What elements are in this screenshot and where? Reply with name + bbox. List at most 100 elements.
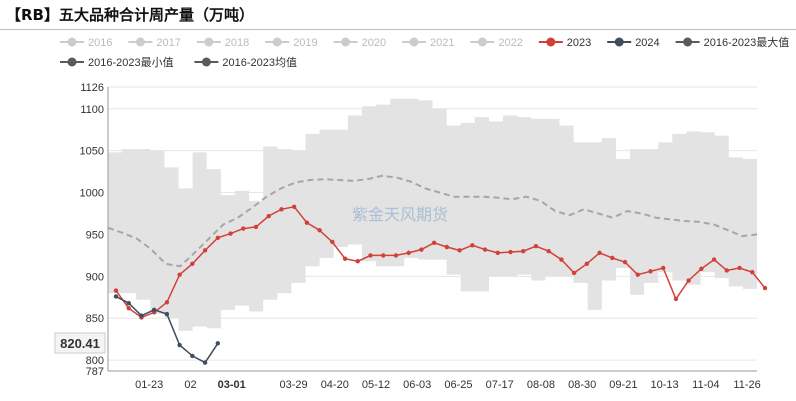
data-point-2023	[164, 300, 170, 305]
watermark-layer: 紫金天风期货	[352, 206, 448, 224]
legend-label: 2016	[88, 37, 112, 49]
data-point-2023	[584, 261, 590, 266]
series-line-2023	[115, 205, 766, 319]
data-point-2023	[368, 253, 373, 258]
legend-label: 2024	[635, 37, 659, 49]
legend-label: 2017	[156, 37, 180, 49]
band-area	[108, 98, 757, 331]
data-point-2023	[508, 249, 513, 255]
legend-label: 2021	[430, 37, 454, 49]
legend-swatch-marker	[614, 37, 624, 47]
x-tick-label: 02	[184, 379, 196, 391]
data-point-2023	[355, 259, 360, 264]
data-point-2023	[622, 259, 628, 265]
data-point-2023	[419, 247, 424, 252]
x-tick-label: 08-30	[568, 379, 596, 391]
legend: 2016 2017 2018 2019 2020 2021 2022 2023 2024 2016…	[60, 35, 789, 69]
y-tick-label: 900	[86, 271, 104, 283]
data-point-2023	[113, 288, 119, 293]
legend-swatch-marker	[201, 57, 211, 67]
data-point-2023	[737, 265, 742, 271]
data-point-2024	[190, 353, 195, 359]
legend-swatch-marker	[204, 37, 214, 47]
data-point-2024	[215, 341, 221, 346]
data-point-2023	[317, 228, 322, 233]
data-point-2023	[215, 235, 221, 240]
data-point-2023	[228, 231, 233, 236]
data-point-2024	[164, 311, 170, 317]
data-point-2023	[571, 270, 577, 276]
y-tick-label: 800	[86, 355, 104, 367]
legend-label: 2023	[567, 37, 591, 49]
data-point-2024	[202, 360, 208, 365]
data-point-2023	[470, 243, 475, 248]
data-point-2024	[113, 294, 119, 299]
watermark: 紫金天风期货	[352, 206, 448, 224]
data-point-2024	[151, 307, 157, 313]
data-point-2023	[724, 268, 730, 273]
data-point-2023	[750, 269, 755, 275]
y-tick-label: 787	[86, 366, 104, 378]
data-point-2023	[266, 213, 271, 219]
data-point-2023	[291, 204, 297, 209]
data-point-2023	[279, 207, 284, 212]
x-tick-label: 01-23	[135, 379, 163, 391]
data-point-2023	[190, 261, 195, 266]
legend-swatch-marker	[477, 37, 487, 47]
legend-swatch-marker	[683, 37, 693, 47]
data-point-2023	[431, 240, 437, 246]
data-point-2023	[444, 244, 450, 250]
data-point-2024	[177, 342, 182, 348]
legend-label: 2018	[225, 37, 249, 49]
y-tick-label: 1100	[80, 104, 104, 116]
y-tick-label: 950	[86, 229, 104, 241]
data-point-2024	[139, 313, 144, 318]
x-tick-label: 06-25	[444, 379, 472, 391]
legend-label: 2016-2023均值	[222, 56, 297, 69]
x-tick-label: 11-26	[733, 379, 760, 391]
data-point-2024	[126, 300, 131, 306]
data-point-2023	[762, 285, 768, 291]
x-tick-label: 05-12	[362, 379, 390, 391]
legend-swatch-marker	[67, 37, 77, 47]
data-point-2023	[342, 256, 348, 261]
data-point-2023	[406, 250, 411, 256]
x-tick-label: 11-04	[692, 379, 719, 391]
y-tick-label: 1126	[80, 82, 104, 94]
data-point-2023	[635, 272, 640, 277]
legend-swatch-marker	[272, 37, 282, 47]
x-tick-label: 08-08	[527, 379, 555, 391]
y-tick-label: 850	[86, 313, 104, 325]
data-point-2023	[686, 278, 691, 283]
data-point-2023	[610, 255, 615, 261]
x-tick-label: 09-21	[609, 379, 637, 391]
data-point-2023	[241, 226, 246, 231]
series-line-2016-2023均值	[107, 174, 758, 268]
data-point-2023	[202, 248, 208, 253]
x-tick-label: 07-17	[486, 379, 514, 391]
callout-box	[54, 332, 106, 354]
data-point-2023	[533, 243, 539, 249]
legend-label: 2019	[293, 37, 317, 49]
data-point-2023	[381, 253, 386, 258]
data-point-2023	[482, 247, 488, 252]
legend-label: 2016-2023最小值	[88, 56, 174, 69]
data-point-2023	[330, 239, 335, 245]
chart-title: 【RB】五大品种合计周产量（万吨）	[6, 6, 254, 24]
data-point-2023	[495, 250, 500, 256]
x-tick-label: 04-20	[321, 379, 349, 391]
data-point-2023	[648, 269, 653, 274]
min-max-band	[108, 98, 757, 331]
value-callout: 820.41	[54, 332, 106, 354]
legend-swatch-marker	[546, 37, 556, 47]
y-tick-label: 1050	[80, 146, 104, 158]
data-point-2023	[546, 249, 551, 254]
data-point-2023	[177, 272, 182, 277]
data-point-2023	[393, 253, 399, 258]
data-point-2023	[457, 248, 462, 253]
x-tick-label: 10-13	[651, 379, 679, 391]
data-point-2023	[673, 296, 679, 302]
callout-label: 820.41	[60, 336, 100, 351]
